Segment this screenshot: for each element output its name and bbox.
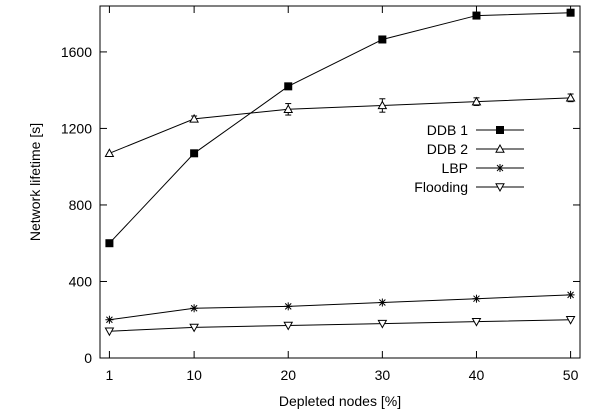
x-tick-label: 1 bbox=[106, 367, 114, 383]
legend: DDB 1 DDB 2 LBP Flooding bbox=[414, 122, 524, 195]
data-point bbox=[472, 11, 481, 20]
y-tick-label: 800 bbox=[69, 197, 93, 213]
data-point bbox=[104, 327, 115, 337]
y-tick-label: 1600 bbox=[61, 44, 92, 60]
axis-ticks: 1 10 20 30 40 50 0 400 800 1200 1600 bbox=[61, 6, 580, 383]
data-point bbox=[190, 149, 199, 158]
plot-border bbox=[99, 5, 581, 359]
data-point bbox=[471, 317, 482, 327]
data-point bbox=[105, 239, 114, 248]
legend-marker bbox=[495, 143, 505, 153]
legend-label: DDB 1 bbox=[427, 122, 468, 138]
x-tick-label: 20 bbox=[280, 367, 296, 383]
y-axis-label: Network lifetime [s] bbox=[27, 123, 43, 241]
series-line-ddb-1 bbox=[109, 12, 571, 244]
series-line-flooding bbox=[109, 319, 571, 332]
data-point bbox=[283, 321, 294, 331]
x-tick-label: 40 bbox=[469, 367, 485, 383]
series-flooding bbox=[104, 316, 576, 337]
x-tick-label: 30 bbox=[375, 367, 391, 383]
data-point bbox=[566, 8, 575, 17]
data-point bbox=[189, 323, 199, 333]
data-point bbox=[105, 315, 114, 324]
x-tick-label: 50 bbox=[563, 367, 579, 383]
data-point bbox=[472, 294, 481, 303]
x-tick-label: 10 bbox=[186, 367, 202, 383]
data-point bbox=[190, 304, 199, 313]
y-tick-label: 0 bbox=[84, 350, 92, 366]
legend-label: LBP bbox=[442, 160, 468, 176]
legend-marker bbox=[496, 164, 504, 172]
y-tick-label: 1200 bbox=[61, 120, 92, 136]
data-point bbox=[565, 316, 576, 325]
y-tick-label: 400 bbox=[69, 273, 93, 289]
series-ddb-1 bbox=[105, 8, 575, 248]
series-lbp bbox=[105, 290, 575, 324]
legend-label: Flooding bbox=[414, 179, 468, 195]
legend-marker bbox=[496, 126, 504, 134]
data-point bbox=[565, 92, 576, 102]
legend-marker bbox=[495, 183, 505, 193]
legend-label: DDB 2 bbox=[427, 141, 468, 157]
series-layer bbox=[104, 8, 576, 337]
series-line-ddb-2 bbox=[109, 97, 571, 154]
x-axis-label: Depleted nodes [%] bbox=[279, 393, 401, 409]
data-point bbox=[104, 148, 115, 158]
data-point bbox=[566, 290, 575, 299]
data-point bbox=[189, 113, 199, 123]
data-point bbox=[377, 100, 388, 110]
data-point bbox=[284, 302, 293, 311]
data-point bbox=[378, 35, 387, 44]
data-point bbox=[378, 298, 387, 307]
data-point bbox=[471, 96, 482, 106]
series-line-lbp bbox=[109, 294, 571, 321]
data-point bbox=[283, 104, 294, 114]
data-point bbox=[284, 82, 293, 91]
series-ddb-2 bbox=[104, 92, 576, 158]
data-point bbox=[377, 319, 388, 329]
plot-frame bbox=[99, 5, 581, 359]
